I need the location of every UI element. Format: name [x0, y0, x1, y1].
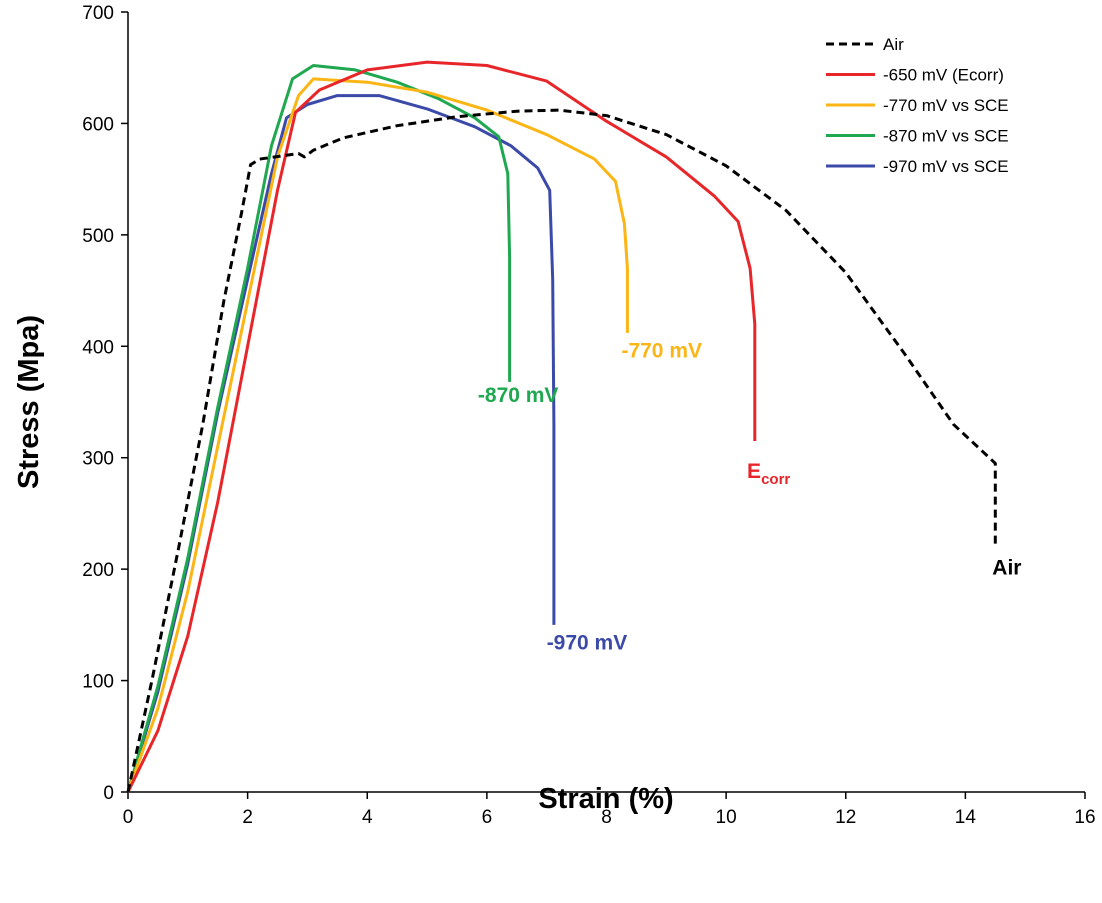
y-tick-label: 400	[82, 337, 114, 358]
curve-annotations: -870 mV -770 mV -970 mV Ecorr Air	[478, 339, 1022, 654]
series-line-650-mv-ecorr	[126, 60, 757, 793]
x-tick-label: 0	[123, 807, 134, 828]
legend-label: -650 mV (Ecorr)	[883, 66, 1004, 85]
x-tick-label: 14	[955, 807, 977, 828]
curve-label: -770 mV	[621, 339, 702, 362]
curve-label: Ecorr	[747, 460, 790, 488]
legend-label: -970 mV vs SCE	[883, 157, 1009, 176]
series-line-970-mv-vs-sce	[126, 94, 556, 793]
x-axis-title: Strain (%)	[538, 783, 673, 815]
legend-label: Air	[883, 35, 904, 54]
y-tick-label: 600	[82, 114, 114, 135]
y-tick-label: 200	[82, 560, 114, 581]
x-tick-label: 8	[601, 807, 612, 828]
series-line-770-mv-vs-sce	[126, 77, 629, 793]
y-tick-label: 700	[82, 3, 114, 24]
x-tick-label: 16	[1074, 807, 1095, 828]
y-tick-label: 100	[82, 672, 114, 693]
legend-label: -870 mV vs SCE	[883, 127, 1009, 146]
x-tick-label: 12	[835, 807, 856, 828]
y-tick-label: 500	[82, 226, 114, 247]
y-tick-label: 0	[103, 783, 114, 804]
axes: 0 2 4 6 8 10 12 14 16 0 100 200 300 400 500 600 700	[82, 3, 1095, 828]
series-line-air	[126, 108, 997, 793]
y-tick-label: 300	[82, 449, 114, 470]
curve-label: -870 mV	[478, 384, 559, 407]
legend-label: -770 mV vs SCE	[883, 96, 1009, 115]
x-tick-label: 2	[242, 807, 253, 828]
curve-label: -970 mV	[547, 631, 628, 654]
y-axis-title: Stress (Mpa)	[13, 315, 45, 489]
series-line-870-mv-vs-sce	[126, 64, 512, 793]
series-lines	[126, 60, 997, 793]
legend: Air -650 mV (Ecorr) -770 mV vs SCE -870 mV …	[826, 35, 1009, 176]
x-tick-label: 10	[716, 807, 737, 828]
x-tick-label: 6	[482, 807, 493, 828]
x-tick-label: 4	[362, 807, 373, 828]
curve-label: Air	[992, 557, 1021, 580]
